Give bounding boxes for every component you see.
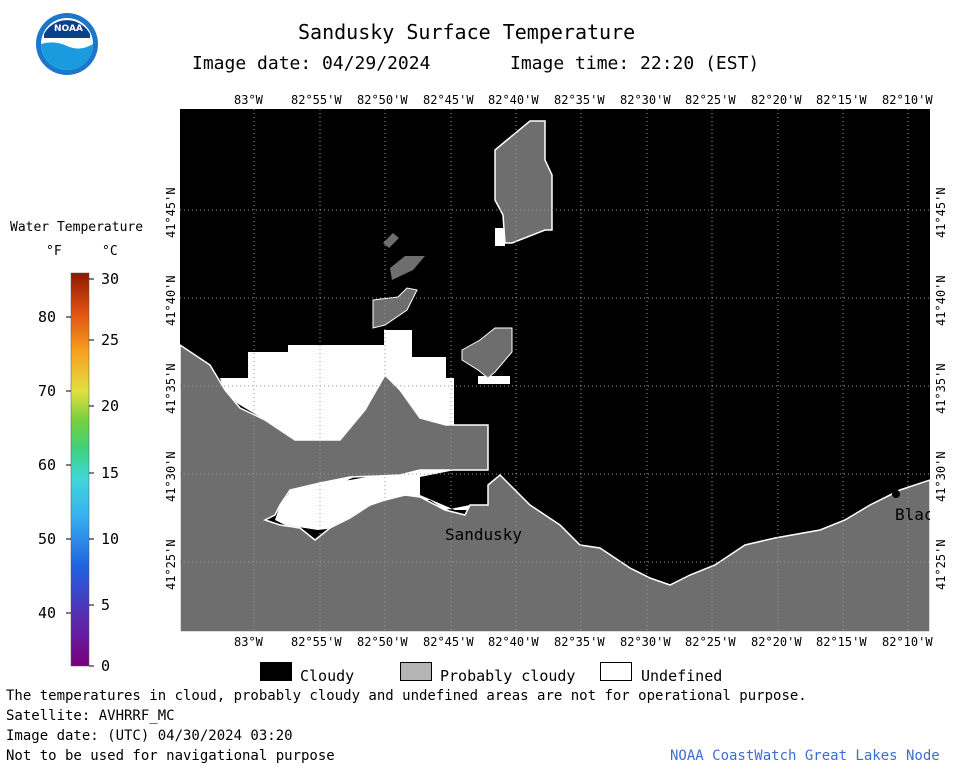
lon-label-bottom: 82°10'W	[882, 635, 933, 649]
lon-label-bottom: 83°W	[234, 635, 263, 649]
city-label: Sandusky	[445, 525, 523, 544]
lat-label-right: 41°35'N	[934, 363, 948, 414]
colorbar-title: Water Temperature	[10, 220, 144, 235]
legend-swatch-cloudy	[260, 662, 292, 681]
colorbar-f-tick: 70	[38, 382, 57, 400]
lon-label-bottom: 82°40'W	[488, 635, 539, 649]
lon-label-bottom: 82°30'W	[620, 635, 671, 649]
lon-label-bottom: 82°25'W	[685, 635, 736, 649]
colorbar-c-tick: 20	[101, 397, 120, 415]
noaa-logo-icon	[36, 13, 98, 75]
legend-swatch-probably-cloudy	[400, 662, 432, 681]
colorbar-c-tick: 30	[101, 270, 120, 288]
footer-credit: NOAA CoastWatch Great Lakes Node	[670, 748, 940, 764]
lon-label-top: 82°40'W	[488, 93, 539, 107]
image-time: Image time: 22:20 (EST)	[510, 53, 760, 74]
lon-label-bottom: 82°55'W	[291, 635, 342, 649]
lat-label-right: 41°45'N	[934, 187, 948, 238]
lat-label-left: 41°45'N	[164, 187, 178, 238]
footer-nav-warning: Not to be used for navigational purpose	[6, 748, 335, 764]
footer-utc-date: Image date: (UTC) 04/30/2024 03:20	[6, 728, 293, 744]
probably-cloudy-small2	[390, 256, 425, 280]
colorbar-unit-c: °C	[102, 244, 118, 259]
colorbar-ticks	[66, 278, 94, 667]
lon-label-bottom: 82°50'W	[357, 635, 408, 649]
probably-cloudy-mid	[461, 327, 513, 379]
city-marker	[892, 490, 900, 498]
lon-label-top: 83°W	[234, 93, 263, 107]
legend-probably-cloudy-label: Probably cloudy	[440, 667, 576, 685]
lat-label-right: 41°40'N	[934, 275, 948, 326]
lat-label-right: 41°30'N	[934, 451, 948, 502]
colorbar-f-tick: 60	[38, 456, 57, 474]
colorbar-c-tick: 10	[101, 530, 120, 548]
lon-label-top: 82°30'W	[620, 93, 671, 107]
footer-note: The temperatures in cloud, probably clou…	[6, 688, 807, 704]
lon-label-top: 82°45'W	[423, 93, 474, 107]
image-date: Image date: 04/29/2024	[192, 53, 431, 74]
legend-cloudy-label: Cloudy	[300, 667, 355, 685]
colorbar-c-tick: 0	[101, 657, 111, 675]
lon-label-top: 82°15'W	[816, 93, 867, 107]
lon-label-top: 82°50'W	[357, 93, 408, 107]
lon-label-bottom: 82°20'W	[751, 635, 802, 649]
colorbar-c-tick: 5	[101, 596, 111, 614]
colorbar-gradient	[70, 272, 90, 667]
lat-label-left: 41°40'N	[164, 275, 178, 326]
colorbar-unit-f: °F	[46, 244, 62, 259]
lon-label-bottom: 82°35'W	[554, 635, 605, 649]
land	[180, 344, 930, 632]
map-area	[180, 109, 930, 632]
colorbar-f-tick: 40	[38, 604, 57, 622]
probably-cloudy-small1	[383, 233, 399, 248]
graticule	[180, 109, 930, 632]
colorbar-f-tick: 80	[38, 308, 57, 326]
logo-text: NOAA	[54, 24, 83, 34]
footer-satellite: Satellite: AVHRRF_MC	[6, 708, 175, 724]
legend-undefined-label: Undefined	[641, 667, 723, 685]
undefined-patch	[478, 376, 510, 384]
lat-label-left: 41°25'N	[164, 539, 178, 590]
lon-label-top: 82°10'W	[882, 93, 933, 107]
probably-cloudy-north	[494, 120, 553, 244]
city-label-partial: Blac	[895, 505, 930, 524]
lon-label-bottom: 82°45'W	[423, 635, 474, 649]
lon-label-top: 82°20'W	[751, 93, 802, 107]
lat-label-left: 41°35'N	[164, 363, 178, 414]
colorbar-c-tick: 15	[101, 464, 120, 482]
lon-label-top: 82°35'W	[554, 93, 605, 107]
lon-label-top: 82°55'W	[291, 93, 342, 107]
undefined-island	[495, 228, 505, 246]
colorbar-f-tick: 50	[38, 530, 57, 548]
lat-label-right: 41°25'N	[934, 539, 948, 590]
page-title: Sandusky Surface Temperature	[298, 20, 636, 44]
lon-label-bottom: 82°15'W	[816, 635, 867, 649]
probably-cloudy-small3	[372, 287, 418, 329]
lon-label-top: 82°25'W	[685, 93, 736, 107]
colorbar-c-tick: 25	[101, 331, 120, 349]
lat-label-left: 41°30'N	[164, 451, 178, 502]
legend-swatch-undefined	[600, 662, 632, 681]
